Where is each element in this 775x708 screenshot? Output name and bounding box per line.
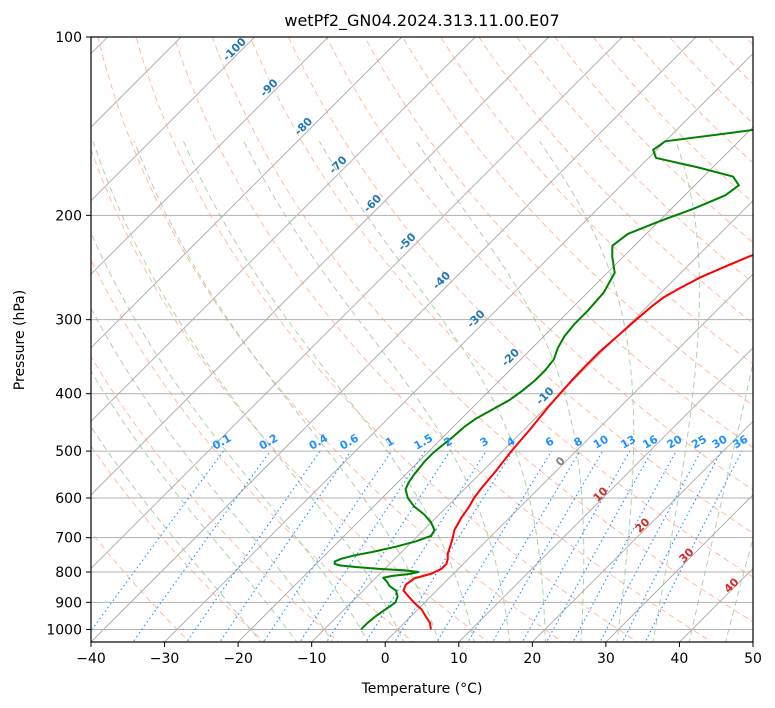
x-tick-label: −30 bbox=[150, 651, 180, 667]
isotherm-line bbox=[91, 37, 403, 349]
isotherm-line bbox=[458, 347, 753, 642]
moist-adiabat-line bbox=[539, 141, 635, 642]
x-tick-label: 20 bbox=[523, 651, 541, 667]
dry-adiabat-line bbox=[91, 445, 265, 642]
mixing-ratio-line bbox=[436, 450, 552, 642]
x-tick-label: 30 bbox=[597, 651, 615, 667]
y-tick-label: 1000 bbox=[46, 622, 82, 638]
x-tick-label: −40 bbox=[76, 651, 106, 667]
isotherm-line bbox=[163, 52, 753, 642]
mixing-ratio-line bbox=[521, 450, 631, 642]
mixing-ratio-line bbox=[644, 450, 743, 642]
mixing-ratio-line bbox=[394, 450, 514, 642]
x-tick-label: −20 bbox=[223, 651, 253, 667]
y-tick-label: 800 bbox=[55, 565, 82, 581]
isotherm-line bbox=[91, 37, 329, 275]
y-tick-label: 500 bbox=[55, 444, 82, 460]
dry-adiabat-line bbox=[249, 37, 753, 578]
dry-adiabat-line bbox=[211, 37, 753, 623]
mixing-ratio-line bbox=[262, 450, 392, 642]
isotherm-line bbox=[91, 37, 697, 642]
mixing-ratio-line bbox=[365, 450, 487, 642]
mixing-ratio-line bbox=[467, 450, 581, 642]
moist-adiabat-line bbox=[688, 360, 753, 642]
plot-frame bbox=[90, 36, 754, 643]
y-tick-label: 100 bbox=[55, 30, 82, 46]
y-tick-label: 700 bbox=[55, 531, 82, 547]
moist-adiabat-line bbox=[133, 141, 440, 642]
y-tick-label: 900 bbox=[55, 595, 82, 611]
moist-adiabat-line bbox=[318, 141, 546, 642]
x-tick-label: 0 bbox=[381, 651, 390, 667]
x-tick-label: 10 bbox=[450, 651, 468, 667]
moist-adiabat-line bbox=[91, 307, 334, 642]
x-tick-label: 40 bbox=[671, 651, 689, 667]
dry-adiabat-line bbox=[287, 37, 753, 534]
moist-adiabat-line bbox=[725, 537, 753, 642]
isotherm-line bbox=[531, 420, 753, 642]
dry-adiabat-line bbox=[325, 37, 753, 491]
mixing-ratio-line bbox=[219, 450, 352, 642]
isotherm-line bbox=[91, 37, 624, 570]
dewpoint-profile-line bbox=[333, 128, 753, 631]
moist-adiabat-line bbox=[652, 141, 700, 642]
moist-adiabat-line bbox=[243, 141, 511, 642]
dry-adiabat-line bbox=[516, 37, 753, 284]
dry-adiabat-line bbox=[91, 355, 340, 642]
dry-adiabat-line bbox=[135, 37, 639, 642]
y-tick-label: 400 bbox=[55, 387, 82, 403]
moist-adiabat-line bbox=[91, 370, 298, 642]
isotherm-line bbox=[91, 37, 550, 496]
mixing-ratio-line bbox=[299, 450, 426, 642]
y-tick-label: 300 bbox=[55, 313, 82, 329]
chart-title: wetPf2_GN04.2024.313.11.00.E07 bbox=[284, 11, 559, 31]
x-tick-label: −10 bbox=[297, 651, 327, 667]
y-tick-label: 600 bbox=[55, 491, 82, 507]
mixing-ratio-line bbox=[492, 450, 604, 642]
mixing-ratio-line bbox=[621, 450, 722, 642]
dry-adiabat-line bbox=[97, 37, 564, 642]
isotherm-line bbox=[91, 37, 256, 202]
moist-adiabat-line bbox=[415, 141, 585, 642]
moist-adiabat-line bbox=[92, 141, 405, 642]
moist-adiabat-line bbox=[91, 425, 262, 642]
x-tick-label: 50 bbox=[744, 651, 762, 667]
x-axis-title: Temperature (°C) bbox=[361, 681, 483, 697]
dry-adiabat-line bbox=[91, 148, 489, 642]
isotherm-line bbox=[384, 273, 753, 642]
dry-adiabat-line bbox=[364, 37, 753, 449]
moist-adiabat-line bbox=[183, 141, 475, 642]
isotherm-line bbox=[605, 494, 753, 642]
mixing-ratio-line bbox=[326, 450, 451, 642]
dry-adiabat-line bbox=[91, 258, 415, 642]
y-tick-label: 200 bbox=[55, 208, 82, 224]
mixing-ratio-line bbox=[91, 450, 224, 632]
isotherm-line bbox=[91, 37, 477, 423]
y-axis-title: Pressure (hPa) bbox=[12, 290, 28, 390]
temperature-profile-line bbox=[402, 254, 753, 630]
